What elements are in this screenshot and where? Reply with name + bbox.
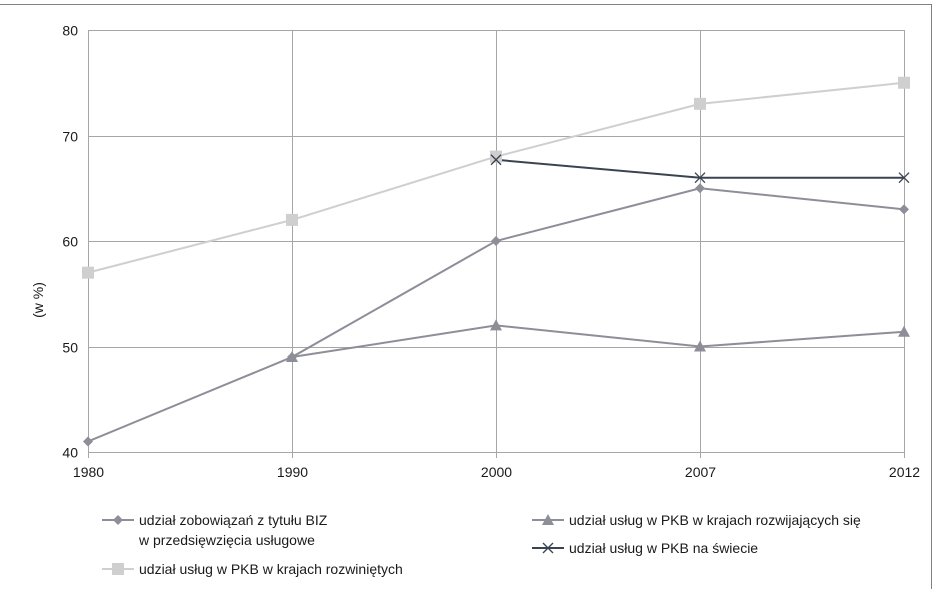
series-line-developing-services xyxy=(291,324,905,359)
point-developed-services xyxy=(286,213,298,226)
legend-label-line2: w przedsięwzięcia usługowe xyxy=(138,532,315,548)
y-tick-label: 60 xyxy=(62,234,78,250)
point-developed-services xyxy=(82,266,94,279)
legend-marker-developed-services xyxy=(112,563,124,575)
legend-marker-world-services xyxy=(542,542,554,554)
legend-item-developed-services: udział usług w PKB w krajach rozwiniętyc… xyxy=(102,561,403,577)
point-developing-services xyxy=(286,351,298,363)
point-developing-services xyxy=(694,340,706,352)
legend-item-developing-services: udział usług w PKB w krajach rozwijający… xyxy=(532,512,861,528)
x-tick-label: 2007 xyxy=(685,464,716,480)
point-biz-liabilities xyxy=(899,204,909,215)
point-developed-services xyxy=(898,76,910,89)
legend-marker-developing-services xyxy=(542,514,554,525)
x-tick-label: 1980 xyxy=(73,464,104,480)
point-developed-services xyxy=(490,150,502,163)
markers-group xyxy=(82,76,910,447)
point-developing-services xyxy=(490,319,502,331)
point-developing-services xyxy=(898,325,910,337)
y-axis-label: (w %) xyxy=(30,282,46,318)
legend-label: udział usług w PKB w krajach rozwijający… xyxy=(569,512,861,528)
legend-label: udział usług w PKB w krajach rozwiniętyc… xyxy=(139,561,403,577)
point-biz-liabilities xyxy=(491,236,501,246)
y-tick-label: 40 xyxy=(62,445,78,461)
x-tick-label: 2000 xyxy=(481,464,512,480)
point-biz-liabilities xyxy=(695,183,705,194)
point-developed-services xyxy=(694,97,706,110)
point-world-services xyxy=(898,172,910,184)
x-tick-label: 2012 xyxy=(889,464,920,480)
point-world-services xyxy=(694,172,706,184)
legend-marker-biz-liabilities xyxy=(113,515,123,525)
legend-label: udział usług w PKB na świecie xyxy=(569,540,758,556)
y-tick-label: 70 xyxy=(62,129,78,145)
legend-item-biz-liabilities: udział zobowiązań z tytułu BIZ w przedsię… xyxy=(102,512,328,548)
legend: udział zobowiązań z tytułu BIZ w przedsię… xyxy=(102,512,861,577)
x-tick-label: 1990 xyxy=(277,464,308,480)
point-world-services xyxy=(490,154,502,166)
y-tick-label: 50 xyxy=(62,340,78,356)
y-tick-labels: 40 50 60 70 80 xyxy=(62,23,78,461)
legend-item-world-services: udział usług w PKB na świecie xyxy=(532,540,758,556)
legend-label: udział zobowiązań z tytułu BIZ xyxy=(139,512,328,528)
y-tick-label: 80 xyxy=(62,23,78,39)
point-biz-liabilities xyxy=(83,436,93,447)
x-tick-labels: 1980 1990 2000 2007 2012 xyxy=(73,464,920,480)
